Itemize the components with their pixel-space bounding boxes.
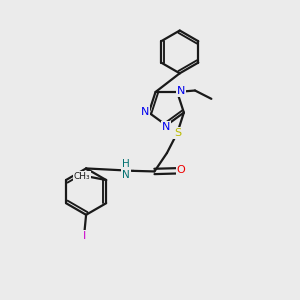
Text: N: N	[177, 86, 185, 96]
Text: H
N: H N	[122, 159, 130, 180]
Text: N: N	[141, 107, 149, 117]
Text: N: N	[162, 122, 170, 132]
Text: S: S	[174, 128, 181, 138]
Text: CH₃: CH₃	[74, 172, 90, 181]
Text: O: O	[177, 165, 186, 175]
Text: I: I	[83, 231, 86, 241]
